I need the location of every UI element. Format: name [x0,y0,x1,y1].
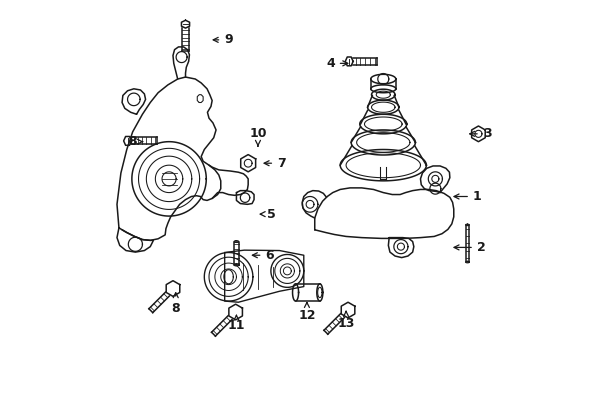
Text: 4: 4 [326,57,348,70]
Text: 9: 9 [213,33,233,46]
Text: 7: 7 [264,157,286,170]
Text: 11: 11 [228,315,245,332]
Text: 5: 5 [260,208,276,220]
Text: 10: 10 [249,127,267,146]
Text: 6: 6 [252,249,274,262]
Text: 12: 12 [298,303,316,322]
Text: 13: 13 [338,311,355,330]
Text: 3: 3 [470,127,491,140]
Text: 8: 8 [128,135,143,148]
Text: 1: 1 [454,190,482,203]
Text: 2: 2 [454,241,485,254]
Text: 8: 8 [171,293,180,315]
